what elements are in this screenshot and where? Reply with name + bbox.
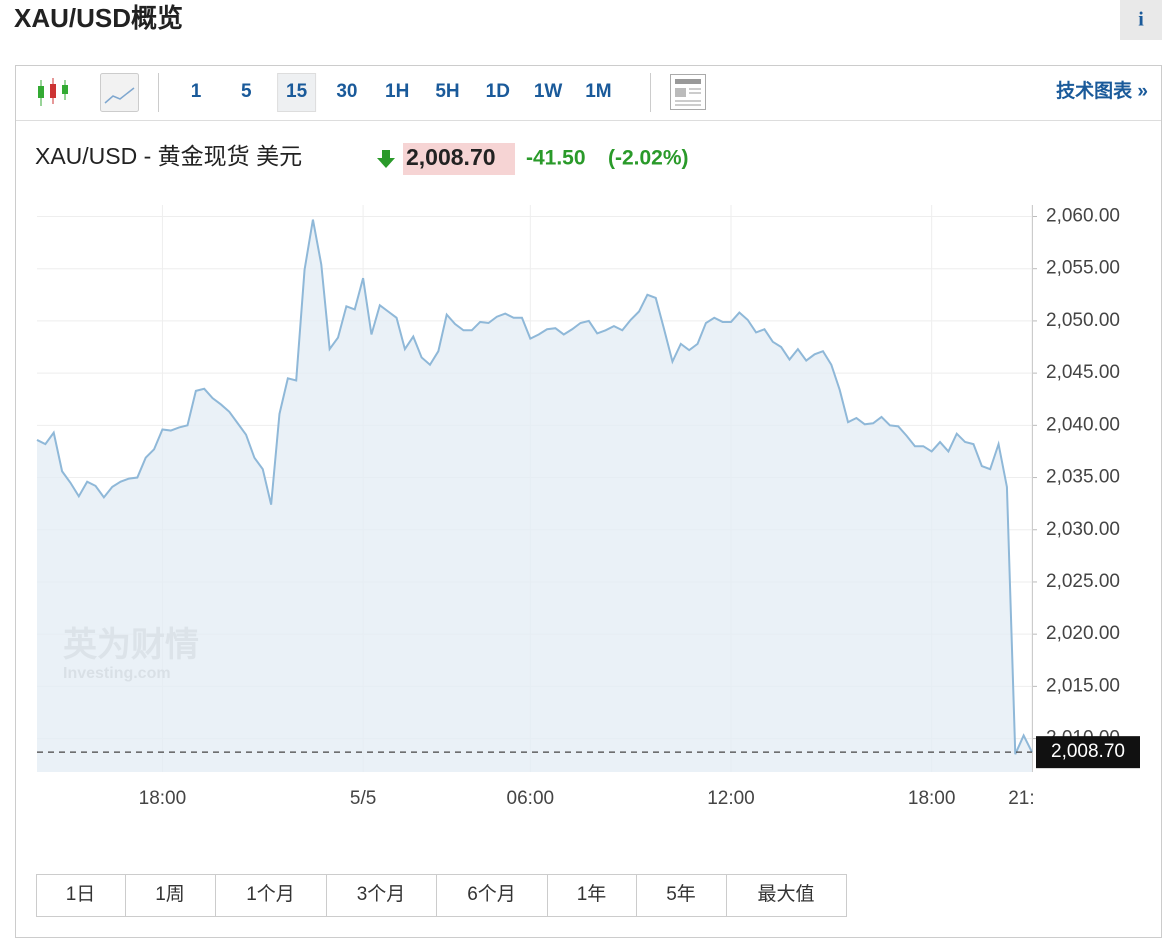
range-button[interactable] xyxy=(125,874,216,917)
interval-button[interactable]: 1H xyxy=(385,81,409,102)
x-tick-label: 06:00 xyxy=(507,788,555,809)
range-label[interactable]: 3个月 xyxy=(357,883,406,905)
x-tick-label: 5/5 xyxy=(350,788,376,809)
price-change: -41.50 xyxy=(526,147,586,170)
y-tick-label: 2,055.00 xyxy=(1046,258,1120,279)
range-label[interactable]: 1个月 xyxy=(246,883,295,905)
range-label[interactable]: 5年 xyxy=(666,883,696,905)
y-tick-label: 2,040.00 xyxy=(1046,414,1120,435)
range-button[interactable] xyxy=(547,874,637,917)
interval-button[interactable]: 1 xyxy=(191,81,202,102)
technical-chart-link[interactable]: 技术图表 » xyxy=(1056,79,1148,102)
range-buttons: 1日 1周 1个月 3个月 6个月 1年 5年 最大值 xyxy=(36,874,847,917)
news-icon[interactable] xyxy=(670,74,706,110)
range-label[interactable]: 1周 xyxy=(155,884,185,905)
range-button[interactable] xyxy=(726,874,847,917)
line-chart-button[interactable] xyxy=(100,73,139,112)
x-tick-label: 21:00 xyxy=(1008,788,1056,809)
last-price: 2,008.70 xyxy=(406,144,496,170)
range-label[interactable]: 6个月 xyxy=(467,883,516,905)
interval-button[interactable]: 15 xyxy=(286,81,308,102)
down-arrow xyxy=(377,150,395,168)
price-highlight xyxy=(403,143,515,175)
price-change-percent: (-2.02%) xyxy=(608,147,689,170)
range-button[interactable] xyxy=(436,874,548,917)
price-line xyxy=(36,219,1033,755)
y-tick-label: 2,030.00 xyxy=(1046,519,1120,540)
last-price-label: 2,008.70 xyxy=(1051,741,1125,762)
chart: 18:005/506:0012:0018:0021:002,010.002,01… xyxy=(36,205,1140,809)
x-tick-label: 12:00 xyxy=(707,788,755,809)
interval-button[interactable]: 1M xyxy=(585,81,611,102)
interval-button[interactable]: 1D xyxy=(486,81,510,102)
widget-frame xyxy=(15,65,1162,938)
info-icon[interactable]: i xyxy=(1138,9,1144,31)
range-button[interactable] xyxy=(215,874,327,917)
interval-selected[interactable] xyxy=(277,73,317,112)
x-tick-label: 18:00 xyxy=(908,788,956,809)
y-tick-label: 2,015.00 xyxy=(1046,675,1120,696)
range-button[interactable] xyxy=(326,874,437,917)
page-title: XAU/USD概览 xyxy=(14,3,183,33)
y-tick-label: 2,025.00 xyxy=(1046,571,1120,592)
y-tick-label: 2,045.00 xyxy=(1046,362,1120,383)
y-tick-label: 2,035.00 xyxy=(1046,467,1120,488)
instrument-name: XAU/USD - 黄金现货 美元 xyxy=(35,143,302,169)
range-label[interactable]: 最大值 xyxy=(757,883,814,905)
interval-button[interactable]: 5 xyxy=(241,81,252,102)
price-area xyxy=(37,219,1032,772)
interval-button[interactable]: 30 xyxy=(336,81,357,102)
range-button[interactable] xyxy=(636,874,727,917)
toolbar: 1 5 15 30 1H 5H 1D 1W 1M xyxy=(191,73,612,112)
y-tick-label: 2,050.00 xyxy=(1046,310,1120,331)
range-button[interactable] xyxy=(36,874,126,917)
info-button[interactable] xyxy=(1120,0,1162,40)
y-tick-label: 2,060.00 xyxy=(1046,206,1120,227)
line-chart-icon xyxy=(104,87,135,104)
y-tick-label: 2,020.00 xyxy=(1046,623,1120,644)
interval-button[interactable]: 1W xyxy=(534,81,563,102)
last-price-box xyxy=(1036,736,1140,769)
range-label[interactable]: 1年 xyxy=(577,883,607,905)
x-tick-label: 18:00 xyxy=(139,788,187,809)
range-label[interactable]: 1日 xyxy=(66,884,96,905)
candlestick-icon[interactable] xyxy=(38,78,68,106)
interval-button[interactable]: 5H xyxy=(435,81,459,102)
